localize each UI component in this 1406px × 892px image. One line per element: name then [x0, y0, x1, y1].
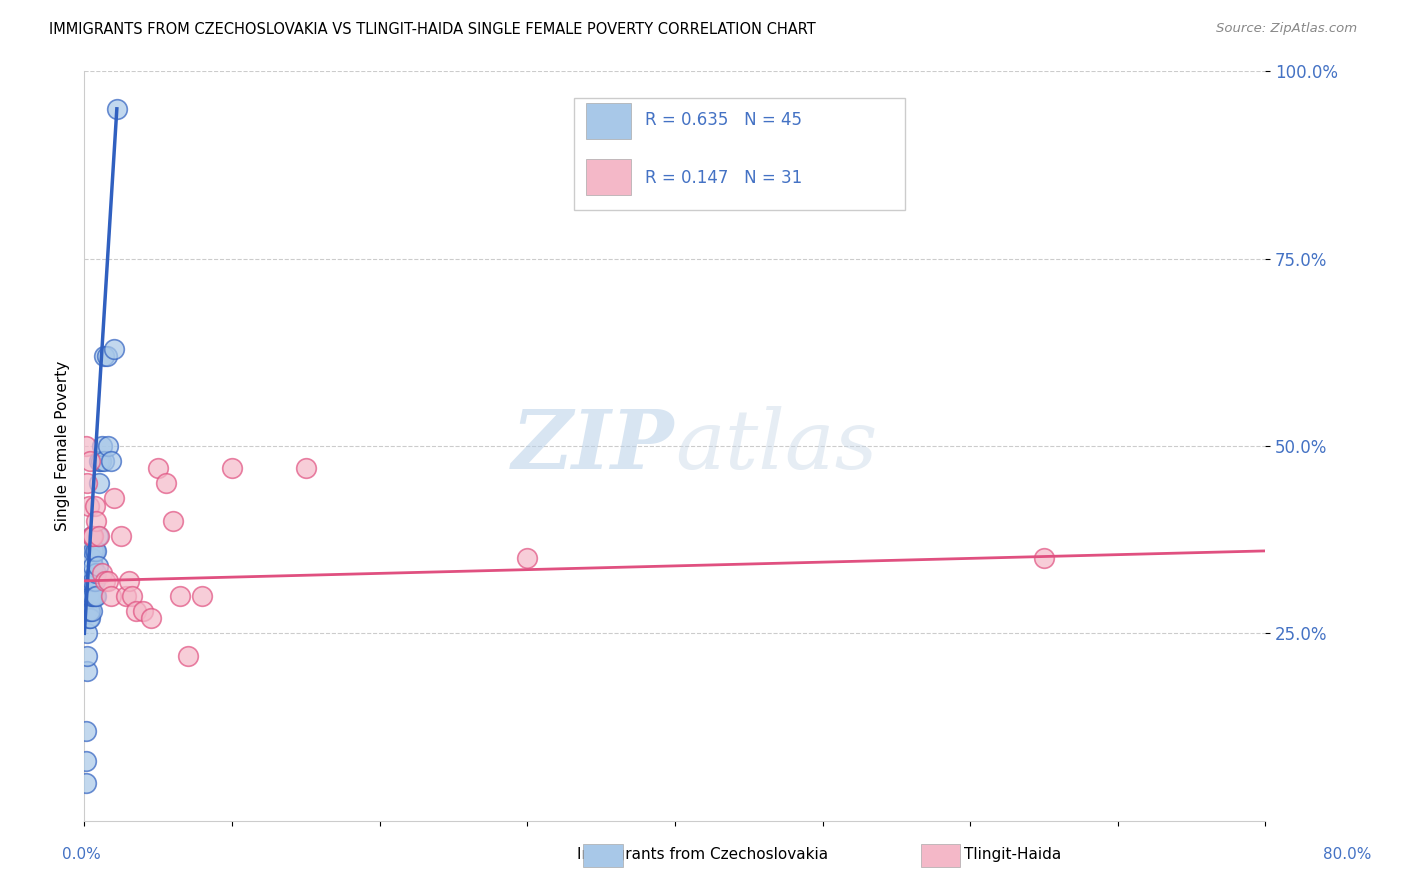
Point [169, 589, 191, 603]
Point [75, 723, 97, 738]
Point [139, 611, 162, 625]
Point [516, 551, 538, 566]
Point [77, 589, 100, 603]
Point [94, 574, 117, 588]
FancyBboxPatch shape [586, 103, 631, 139]
Point [191, 589, 214, 603]
Text: R = 0.147   N = 31: R = 0.147 N = 31 [645, 169, 803, 186]
Point [87, 476, 111, 491]
Point [93, 349, 115, 363]
Point [155, 476, 177, 491]
Point [83, 589, 105, 603]
Text: 0.0%: 0.0% [62, 847, 101, 862]
Point [82, 529, 104, 543]
Point [118, 574, 141, 588]
Text: ZIP: ZIP [512, 406, 675, 486]
Point [103, 491, 125, 506]
Point [91, 566, 114, 581]
Point [80, 551, 103, 566]
Point [79, 611, 101, 625]
Point [84, 544, 107, 558]
Point [97, 439, 120, 453]
Point [82, 544, 104, 558]
Point [87, 454, 111, 468]
Point [77, 611, 100, 625]
FancyBboxPatch shape [575, 97, 905, 210]
FancyBboxPatch shape [586, 159, 631, 195]
Point [110, 529, 132, 543]
Point [80, 566, 103, 581]
Point [77, 604, 100, 618]
Point [86, 529, 108, 543]
Point [80, 589, 103, 603]
Point [77, 589, 100, 603]
Point [177, 648, 200, 663]
Point [80, 529, 103, 543]
Text: Source: ZipAtlas.com: Source: ZipAtlas.com [1216, 22, 1357, 36]
Point [77, 574, 100, 588]
Point [100, 454, 122, 468]
Point [83, 499, 105, 513]
Point [80, 529, 103, 543]
Point [97, 574, 120, 588]
Point [82, 574, 104, 588]
Point [103, 342, 125, 356]
Point [132, 604, 155, 618]
Point [84, 589, 107, 603]
Text: IMMIGRANTS FROM CZECHOSLOVAKIA VS TLINGIT-HAIDA SINGLE FEMALE POVERTY CORRELATIO: IMMIGRANTS FROM CZECHOSLOVAKIA VS TLINGI… [49, 22, 815, 37]
Point [91, 439, 114, 453]
Point [148, 461, 170, 475]
Point [79, 454, 101, 468]
Point [83, 544, 105, 558]
Point [79, 589, 101, 603]
Point [80, 574, 103, 588]
Point [125, 604, 148, 618]
Point [87, 529, 111, 543]
Point [75, 754, 97, 768]
Point [75, 776, 97, 790]
Point [162, 514, 184, 528]
Point [76, 476, 98, 491]
Point [82, 589, 104, 603]
Text: R = 0.635   N = 45: R = 0.635 N = 45 [645, 112, 803, 129]
Point [76, 604, 98, 618]
Text: atlas: atlas [675, 406, 877, 486]
Point [77, 499, 100, 513]
Point [121, 589, 143, 603]
Point [75, 439, 97, 453]
Point [86, 558, 108, 573]
Point [1033, 551, 1056, 566]
Point [295, 461, 318, 475]
Text: Tlingit-Haida: Tlingit-Haida [963, 847, 1062, 862]
Point [79, 604, 101, 618]
Point [96, 349, 118, 363]
Point [84, 566, 107, 581]
Y-axis label: Single Female Poverty: Single Female Poverty [55, 361, 70, 531]
Text: Immigrants from Czechoslovakia: Immigrants from Czechoslovakia [578, 847, 828, 862]
Point [79, 574, 101, 588]
Point [90, 454, 112, 468]
Point [76, 626, 98, 640]
Point [105, 102, 128, 116]
Point [76, 664, 98, 678]
Point [100, 589, 122, 603]
Point [221, 461, 243, 475]
Text: 80.0%: 80.0% [1323, 847, 1371, 862]
Point [76, 648, 98, 663]
Point [114, 589, 136, 603]
Point [82, 558, 104, 573]
Point [93, 454, 115, 468]
Point [84, 514, 107, 528]
Point [80, 604, 103, 618]
Point [83, 574, 105, 588]
